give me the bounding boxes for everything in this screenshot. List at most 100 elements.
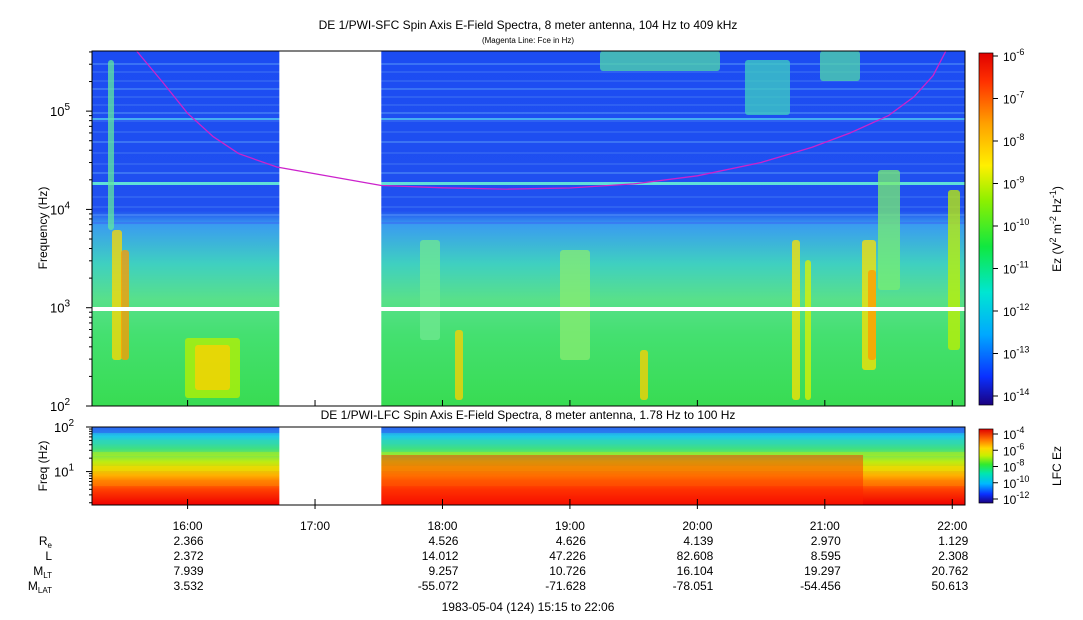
ephemeris-value: 50.613 xyxy=(932,579,969,593)
sfc-colorbar-label: Ez (V2 m-2 Hz-1) xyxy=(1048,186,1064,272)
lfc-data-gap xyxy=(279,427,382,505)
sfc-colorbar-tick-label: 10-8 xyxy=(1003,132,1024,149)
lfc-colorbar-tick-label: 10-10 xyxy=(1003,474,1029,491)
ephemeris-value: 9.257 xyxy=(428,564,458,578)
lfc-colorbar xyxy=(978,428,994,504)
sfc-calibration-line xyxy=(92,307,965,311)
sfc-colorbar-tick-label: 10-7 xyxy=(1003,90,1024,107)
sfc-colorbar-tick-label: 10-9 xyxy=(1003,175,1024,192)
sfc-emission-feature xyxy=(420,240,440,340)
sfc-y-tick-label: 102 xyxy=(50,397,70,414)
sfc-y-axis-label: Frequency (Hz) xyxy=(36,187,50,270)
chart-subtitle-sfc: (Magenta Line: Fce in Hz) xyxy=(482,36,574,45)
ephemeris-value: 19.297 xyxy=(804,564,841,578)
ephemeris-row-label: L xyxy=(45,549,52,563)
chart-title-sfc: DE 1/PWI-SFC Spin Axis E-Field Spectra, … xyxy=(319,18,738,32)
lfc-band xyxy=(92,427,965,433)
sfc-emission-feature xyxy=(455,330,463,400)
sfc-colorbar-ticks: 10-6 10-7 10-8 10-9 10-10 10-11 10-12 10-13 10-1… xyxy=(993,47,1029,404)
sfc-band xyxy=(92,163,965,165)
ephemeris-value: 1.129 xyxy=(938,534,968,548)
sfc-emission-feature xyxy=(820,51,860,81)
sfc-band xyxy=(92,120,965,122)
sfc-emission-feature xyxy=(948,190,960,350)
sfc-y-tick-label: 103 xyxy=(50,299,70,316)
sfc-y-tick-label: 104 xyxy=(50,200,70,217)
sfc-spectrogram-panel xyxy=(92,51,965,406)
ephemeris-value: 8.595 xyxy=(811,549,841,563)
sfc-band xyxy=(92,131,965,133)
ephemeris-value: 2.372 xyxy=(174,549,204,563)
time-tick-label: 20:00 xyxy=(682,519,712,533)
sfc-y-axis: 102 103 104 105 xyxy=(50,51,92,414)
ephemeris-value: 14.012 xyxy=(422,549,459,563)
sfc-colorbar-tick-label: 10-10 xyxy=(1003,217,1029,234)
sfc-emission-feature xyxy=(868,270,876,360)
sfc-emission-features xyxy=(108,51,960,400)
sfc-band xyxy=(92,63,965,65)
ephemeris-value: 2.308 xyxy=(938,549,968,563)
sfc-band xyxy=(92,172,965,174)
fce-line xyxy=(136,51,947,190)
sfc-band xyxy=(92,88,965,90)
time-tick-label: 19:00 xyxy=(555,519,585,533)
sfc-emission-feature xyxy=(878,170,900,290)
time-tick-label: 17:00 xyxy=(300,519,330,533)
sfc-band xyxy=(92,222,965,224)
sfc-emission-feature xyxy=(805,260,811,400)
sfc-band-cyan xyxy=(92,118,965,120)
ephemeris-row-label: MLAT xyxy=(28,579,52,595)
sfc-emission-feature xyxy=(112,230,122,360)
sfc-horizontal-bands xyxy=(92,63,965,224)
ephemeris-value: -78.051 xyxy=(673,579,714,593)
time-tick-label: 22:00 xyxy=(937,519,967,533)
lfc-band xyxy=(92,466,965,471)
ephemeris-value: 16.104 xyxy=(677,564,714,578)
sfc-emission-feature xyxy=(792,240,800,400)
ephemeris-value: 3.532 xyxy=(174,579,204,593)
ephemeris-value: 2.970 xyxy=(811,534,841,548)
lfc-band xyxy=(92,452,965,456)
lfc-colorbar-tick-label: 10-12 xyxy=(1003,490,1029,507)
lfc-plot-frame xyxy=(91,426,966,506)
time-tick-label: 21:00 xyxy=(810,519,840,533)
lfc-colorbar-tick-label: 10-8 xyxy=(1003,458,1024,475)
ephemeris-value: 82.608 xyxy=(677,549,714,563)
sfc-data-gap xyxy=(279,51,382,406)
sfc-plot-frame xyxy=(91,50,966,407)
ephemeris-value: 7.939 xyxy=(174,564,204,578)
sfc-emission-feature xyxy=(600,51,720,71)
sfc-y-tick-label: 105 xyxy=(50,102,70,119)
time-tick-label: 16:00 xyxy=(173,519,203,533)
ephemeris-value: 20.762 xyxy=(932,564,969,578)
lfc-band xyxy=(92,480,965,486)
lfc-band xyxy=(92,440,965,444)
sfc-colorbar-tick-label: 10-13 xyxy=(1003,345,1029,362)
sfc-band xyxy=(92,196,965,198)
lfc-spectrogram-panel xyxy=(92,427,965,505)
sfc-band xyxy=(92,80,965,82)
ephemeris-value: 2.366 xyxy=(174,534,204,548)
sfc-band-cyan xyxy=(92,182,965,185)
ephemeris-value: 10.726 xyxy=(549,564,586,578)
lfc-y-axis-label: Freq (Hz) xyxy=(36,441,50,492)
sfc-emission-feature xyxy=(121,250,129,360)
sfc-band xyxy=(92,112,965,114)
ephemeris-value: -71.628 xyxy=(545,579,586,593)
lfc-strong-region xyxy=(381,455,864,505)
lfc-colorbar-tick-label: 10-4 xyxy=(1003,425,1024,442)
sfc-band xyxy=(92,152,965,154)
ephemeris-value: 4.526 xyxy=(428,534,458,548)
lfc-y-tick-label: 102 xyxy=(54,418,74,435)
ephemeris-value: -54.456 xyxy=(800,579,841,593)
lfc-colorbar-label: LFC Ez xyxy=(1050,446,1064,486)
ephemeris-value: -55.072 xyxy=(418,579,459,593)
time-axis: 16:00 17:00 18:00 19:00 20:00 21:00 22:00 xyxy=(173,400,968,533)
sfc-band xyxy=(92,96,965,98)
sfc-band xyxy=(92,104,965,106)
sfc-colorbar xyxy=(978,52,994,406)
sfc-band xyxy=(92,214,965,216)
ephemeris-value: 4.626 xyxy=(556,534,586,548)
